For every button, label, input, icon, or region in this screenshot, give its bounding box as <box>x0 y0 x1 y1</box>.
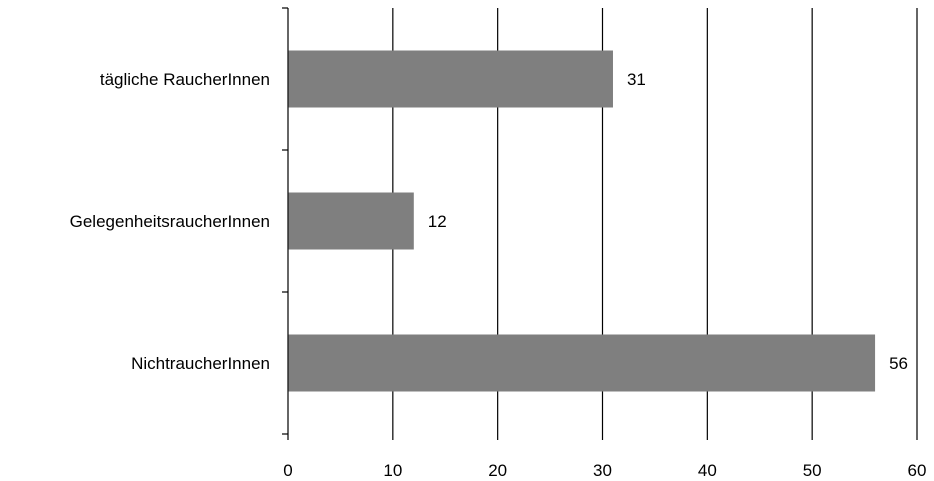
category-label: GelegenheitsraucherInnen <box>70 212 270 231</box>
axes <box>282 7 918 440</box>
data-label: 12 <box>428 212 447 231</box>
category-label: NichtraucherInnen <box>131 354 270 373</box>
bars <box>288 50 876 392</box>
x-tick-label: 60 <box>908 461 927 480</box>
labels: 0 10 20 30 40 50 60 tägliche RaucherInnen 31 Gele… <box>70 70 927 480</box>
x-tick-label: 40 <box>698 461 717 480</box>
data-label: 56 <box>889 354 908 373</box>
x-tick-label: 30 <box>593 461 612 480</box>
category-label: tägliche RaucherInnen <box>100 70 270 89</box>
bar-2 <box>288 192 414 250</box>
bar-3 <box>288 334 876 392</box>
x-tick-label: 0 <box>283 461 292 480</box>
data-label: 31 <box>627 70 646 89</box>
bar-1 <box>288 50 613 108</box>
x-tick-label: 20 <box>488 461 507 480</box>
x-tick-label: 50 <box>803 461 822 480</box>
x-tick-label: 10 <box>383 461 402 480</box>
